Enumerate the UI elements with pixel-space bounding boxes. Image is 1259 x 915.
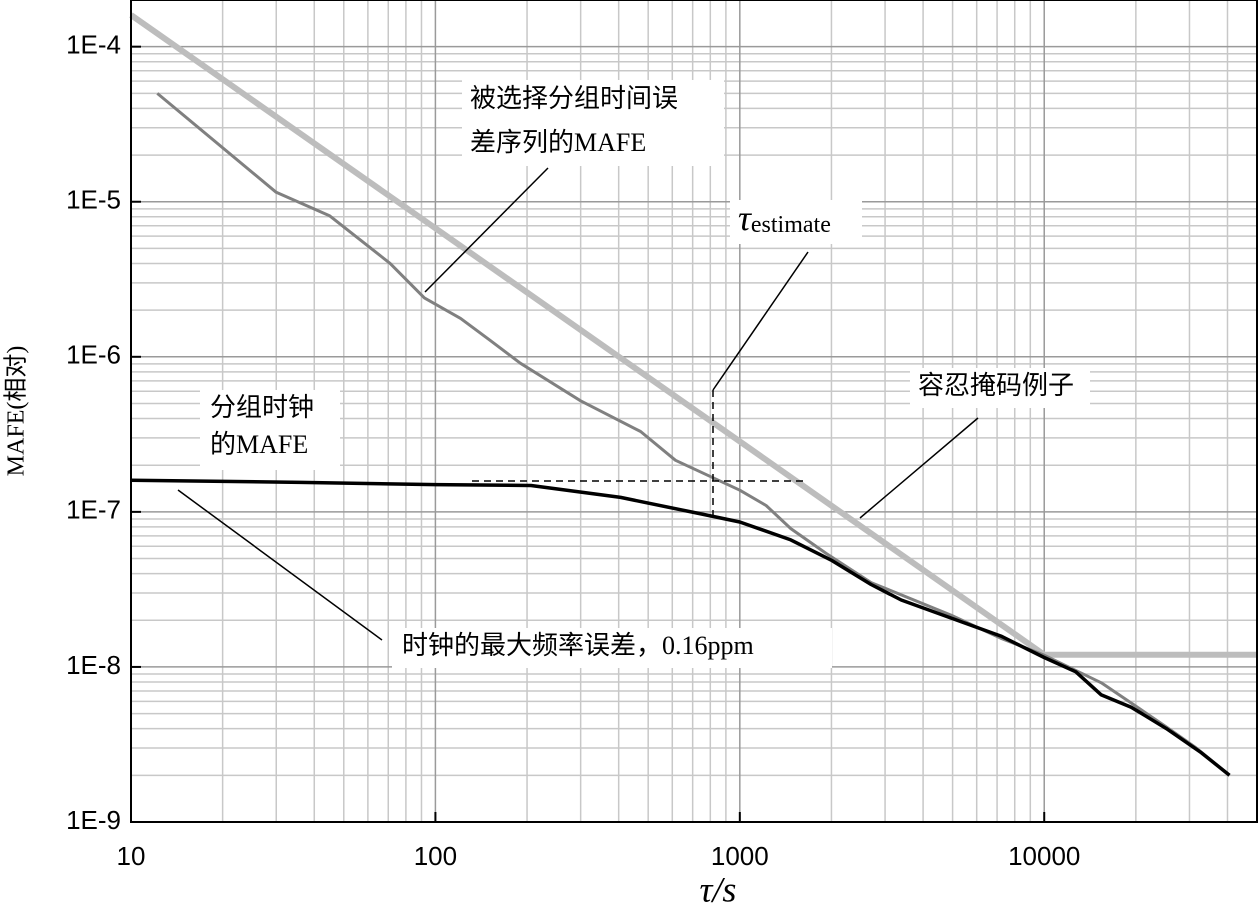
series-line (130, 478, 1231, 777)
subscript: estimate (751, 212, 831, 238)
annotation: 的MAFE (210, 430, 308, 459)
x-tick-label: 10 (117, 841, 146, 871)
leader-line (859, 417, 979, 519)
y-tick-label: 1E-6 (66, 340, 121, 370)
y-axis-label: MAFE(相对) (3, 346, 30, 477)
annotation: 时钟的最大频率误差，0.16ppm (402, 631, 754, 660)
y-tick-label: 1E-8 (66, 650, 121, 680)
x-axis-label: τ/s (700, 869, 737, 909)
label-box (200, 390, 340, 470)
label-box (730, 200, 862, 244)
tau: τ (738, 198, 752, 238)
y-tick-label: 1E-7 (66, 495, 121, 525)
x-tick-label: 10000 (1008, 841, 1080, 871)
annotation: 容忍掩码例子 (918, 371, 1074, 400)
label-box (462, 80, 724, 166)
y-tick-label: 1E-9 (66, 805, 121, 835)
leader-line (424, 167, 549, 293)
annotation: 分组时钟 (210, 393, 314, 422)
y-tick-label: 1E-5 (66, 185, 121, 215)
leader-line (712, 251, 809, 391)
leader-line (177, 489, 383, 641)
label-box (910, 368, 1090, 408)
annotation: 差序列的MAFE (470, 128, 646, 157)
series-line (156, 92, 1231, 777)
label-box (392, 628, 832, 668)
x-tick-label: 100 (414, 841, 457, 871)
plot-frame (130, 0, 1258, 823)
x-tick-label: 1000 (711, 841, 769, 871)
annotation: 被选择分组时间误 (470, 84, 678, 113)
annotation: τestimate (738, 198, 831, 238)
annotations: 被选择分组时间误 差序列的MAFE τestimate 容忍掩码例子 分组时钟 … (177, 80, 1090, 668)
plot-lines (129, 12, 1257, 777)
y-tick-label: 1E-4 (66, 30, 121, 60)
